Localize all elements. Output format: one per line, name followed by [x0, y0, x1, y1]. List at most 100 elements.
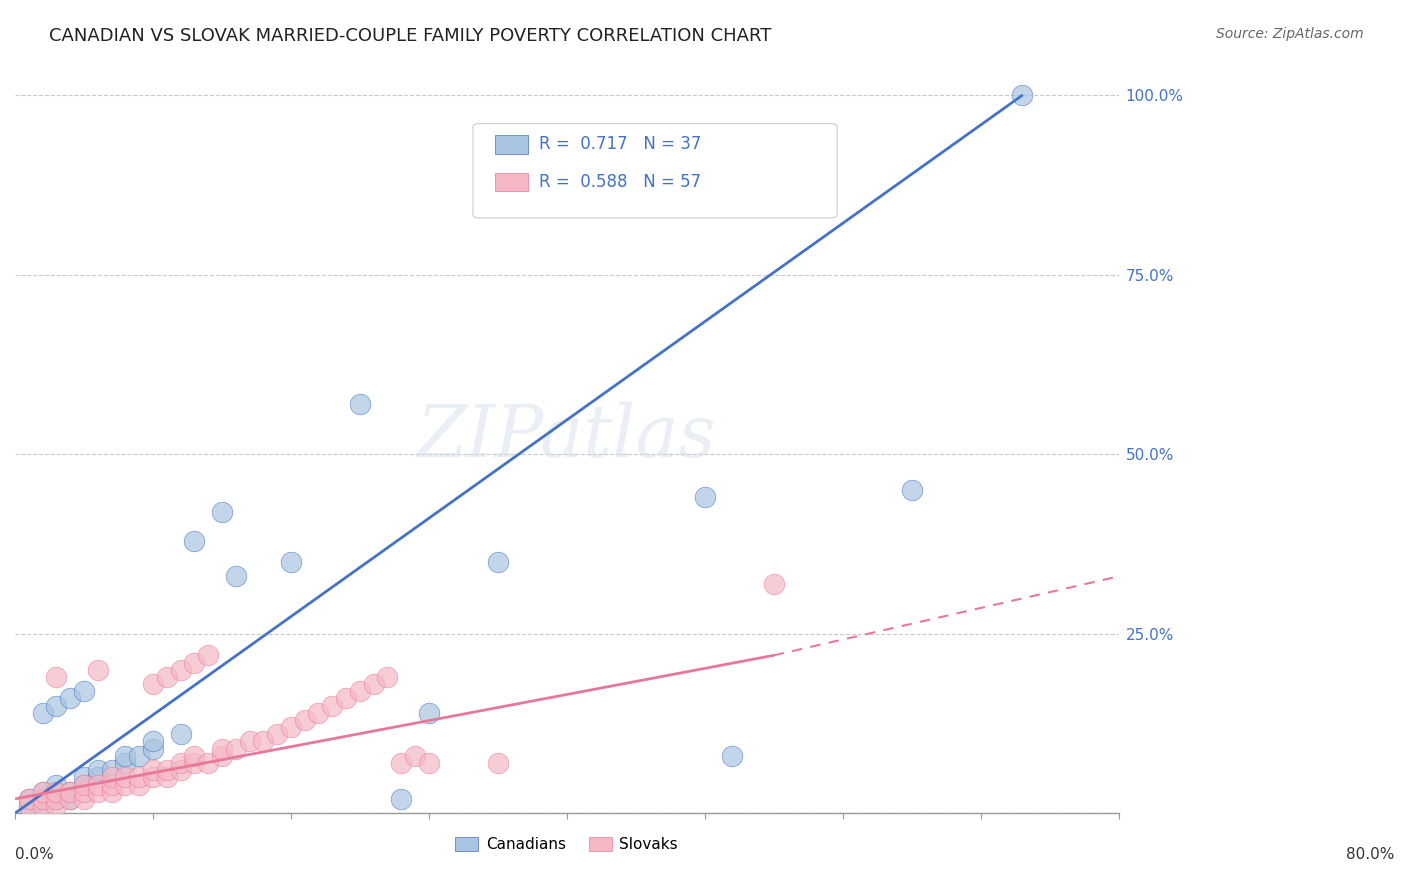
- Point: [142, 741, 165, 756]
- Point: [73, 792, 96, 806]
- Point: [349, 397, 371, 411]
- Point: [142, 763, 165, 777]
- Text: 0.0%: 0.0%: [15, 847, 53, 863]
- Point: [721, 748, 744, 763]
- Point: [197, 648, 219, 663]
- Point: [87, 778, 110, 792]
- Text: ZIPatlas: ZIPatlas: [418, 401, 717, 472]
- Point: [211, 505, 233, 519]
- Point: [238, 734, 260, 748]
- FancyBboxPatch shape: [472, 124, 837, 218]
- Point: [183, 533, 205, 548]
- Point: [280, 720, 302, 734]
- Bar: [495, 173, 529, 192]
- Point: [389, 756, 412, 770]
- Point: [335, 691, 357, 706]
- Point: [900, 483, 922, 498]
- Point: [31, 799, 53, 814]
- Point: [762, 576, 785, 591]
- Point: [31, 785, 53, 799]
- Point: [59, 785, 82, 799]
- Point: [17, 799, 39, 814]
- Point: [486, 555, 509, 569]
- Point: [17, 799, 39, 814]
- Point: [17, 792, 39, 806]
- Point: [169, 727, 191, 741]
- Point: [349, 684, 371, 698]
- Point: [156, 770, 179, 784]
- Point: [59, 785, 82, 799]
- Point: [31, 792, 53, 806]
- Point: [114, 770, 136, 784]
- Point: [114, 748, 136, 763]
- Point: [169, 756, 191, 770]
- Point: [156, 670, 179, 684]
- Point: [59, 792, 82, 806]
- Point: [73, 778, 96, 792]
- Text: 80.0%: 80.0%: [1346, 847, 1395, 863]
- Point: [114, 778, 136, 792]
- Point: [404, 748, 426, 763]
- Point: [486, 756, 509, 770]
- Point: [183, 656, 205, 670]
- Text: Source: ZipAtlas.com: Source: ZipAtlas.com: [1216, 27, 1364, 41]
- Point: [280, 555, 302, 569]
- Point: [31, 792, 53, 806]
- Point: [211, 748, 233, 763]
- Point: [142, 677, 165, 691]
- Point: [266, 727, 288, 741]
- Point: [128, 770, 150, 784]
- Point: [100, 778, 122, 792]
- Point: [100, 770, 122, 784]
- Point: [225, 741, 247, 756]
- Point: [31, 706, 53, 720]
- Point: [1011, 88, 1033, 103]
- Legend: Canadians, Slovaks: Canadians, Slovaks: [450, 831, 685, 858]
- Point: [294, 713, 316, 727]
- Point: [128, 748, 150, 763]
- Point: [211, 741, 233, 756]
- Point: [87, 763, 110, 777]
- Point: [45, 778, 67, 792]
- Point: [73, 778, 96, 792]
- Point: [142, 770, 165, 784]
- Point: [197, 756, 219, 770]
- Text: R =  0.717   N = 37: R = 0.717 N = 37: [540, 135, 702, 153]
- Point: [73, 785, 96, 799]
- Point: [45, 792, 67, 806]
- Point: [87, 663, 110, 677]
- Point: [418, 706, 440, 720]
- Point: [183, 748, 205, 763]
- Point: [100, 785, 122, 799]
- Point: [418, 756, 440, 770]
- Point: [45, 698, 67, 713]
- Point: [100, 763, 122, 777]
- Text: CANADIAN VS SLOVAK MARRIED-COUPLE FAMILY POVERTY CORRELATION CHART: CANADIAN VS SLOVAK MARRIED-COUPLE FAMILY…: [49, 27, 772, 45]
- Point: [31, 799, 53, 814]
- Point: [17, 792, 39, 806]
- Point: [225, 569, 247, 583]
- Point: [252, 734, 274, 748]
- Point: [142, 734, 165, 748]
- Bar: [495, 135, 529, 153]
- Point: [45, 785, 67, 799]
- Point: [59, 691, 82, 706]
- Point: [321, 698, 343, 713]
- Point: [114, 756, 136, 770]
- Point: [73, 770, 96, 784]
- Point: [693, 491, 716, 505]
- Point: [45, 785, 67, 799]
- Point: [363, 677, 385, 691]
- Point: [183, 756, 205, 770]
- Point: [45, 670, 67, 684]
- Point: [156, 763, 179, 777]
- Point: [308, 706, 330, 720]
- Text: R =  0.588   N = 57: R = 0.588 N = 57: [540, 173, 702, 191]
- Point: [45, 792, 67, 806]
- Point: [73, 684, 96, 698]
- Point: [169, 763, 191, 777]
- Point: [87, 785, 110, 799]
- Point: [31, 785, 53, 799]
- Point: [59, 792, 82, 806]
- Point: [45, 799, 67, 814]
